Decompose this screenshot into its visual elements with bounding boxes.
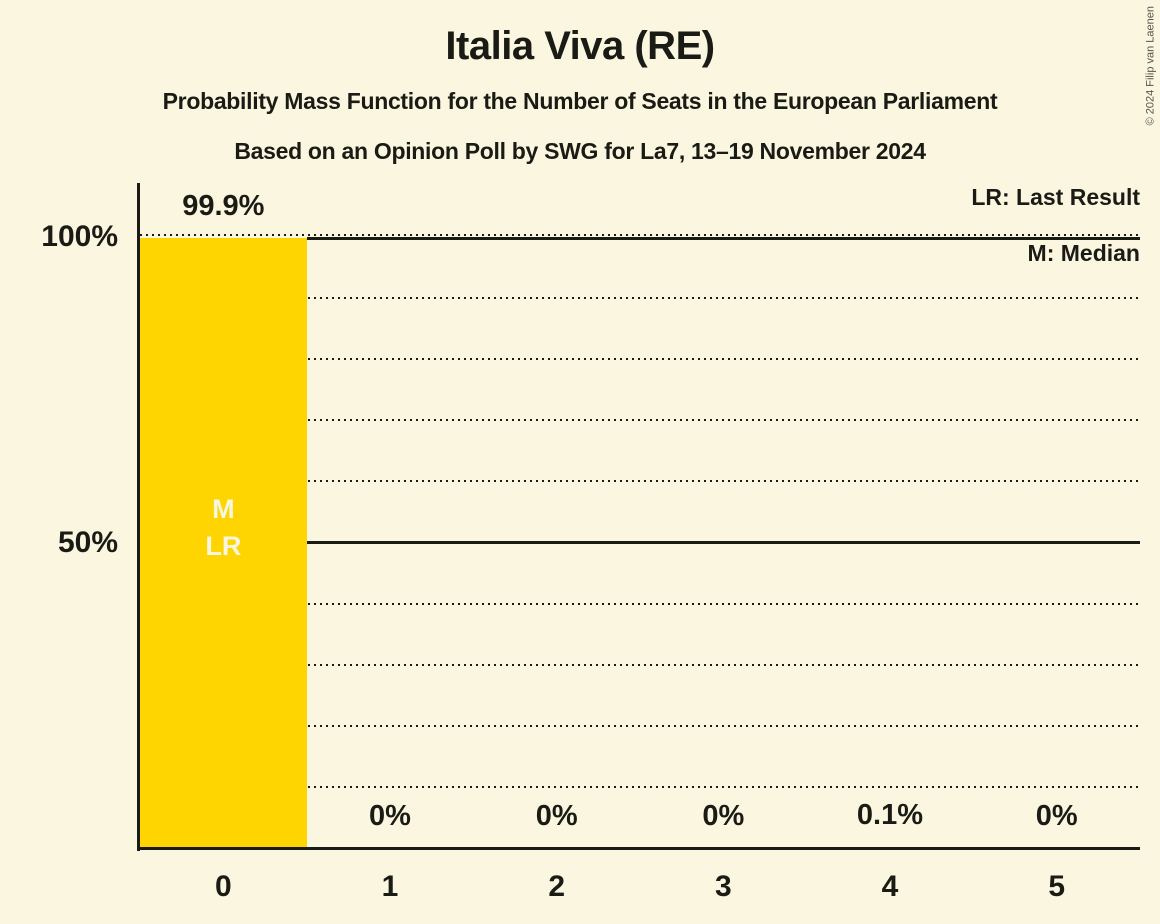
bar-column-2: 0%	[473, 237, 640, 848]
plot-area: M LR 99.9% 0% 0% 0% 0.1% 0%	[140, 190, 1140, 848]
x-axis-labels: 0 1 2 3 4 5	[140, 870, 1140, 910]
bar-column-1: 0%	[307, 237, 474, 848]
chart-title: Italia Viva (RE)	[445, 24, 715, 68]
gridline-dotted-100	[140, 234, 1140, 236]
legend-last-result: LR: Last Result	[971, 184, 1140, 210]
copyright-notice: © 2024 Filip van Laenen	[1144, 6, 1156, 126]
x-tick-3: 3	[714, 870, 732, 903]
gridline-dotted-30	[140, 663, 1140, 666]
y-tick-50: 50%	[57, 526, 118, 559]
last-result-marker: LR	[205, 530, 242, 561]
x-axis-line	[137, 847, 1140, 850]
x-tick-0: 0	[214, 870, 232, 903]
legend-median: M: Median	[1027, 240, 1140, 266]
bar-value-label-3: 0%	[702, 800, 745, 832]
gridline-solid-50	[140, 541, 1140, 544]
gridline-dotted-10	[140, 785, 1140, 788]
bar-column-4: 0.1%	[806, 237, 974, 848]
gridline-dotted-80	[140, 358, 1140, 361]
bar-column-0: M LR 99.9%	[140, 190, 307, 848]
bar-seats-0	[140, 237, 307, 848]
bar-column-3: 0%	[640, 237, 807, 848]
x-tick-2: 2	[548, 870, 565, 903]
bar-value-label-0: 99.9%	[182, 189, 265, 222]
bar-value-label-5: 0%	[1035, 800, 1078, 832]
x-tick-5: 5	[1048, 870, 1065, 903]
gridline-dotted-60	[140, 480, 1140, 483]
gridline-dotted-40	[140, 602, 1140, 605]
y-axis-line	[137, 183, 140, 851]
gridline-dotted-70	[140, 419, 1140, 422]
poll-info: Based on an Opinion Poll by SWG for La7,…	[234, 138, 926, 164]
y-tick-100: 100%	[41, 220, 118, 253]
gridline-solid-100	[306, 237, 1140, 240]
gridline-dotted-90	[140, 297, 1140, 300]
gridline-dotted-20	[140, 724, 1140, 727]
bar-value-label-4: 0.1%	[856, 799, 924, 832]
median-last-result-marker: M LR	[140, 491, 307, 565]
bar-value-label-2: 0%	[535, 800, 578, 832]
bar-column-5: 0%	[973, 237, 1140, 848]
chart-subtitle: Probability Mass Function for the Number…	[162, 88, 998, 114]
x-tick-1: 1	[381, 870, 399, 903]
bar-value-label-1: 0%	[369, 800, 411, 832]
median-marker: M	[212, 493, 235, 524]
x-tick-4: 4	[881, 870, 899, 903]
